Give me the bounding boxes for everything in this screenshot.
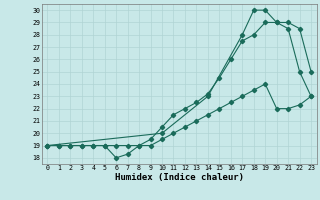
X-axis label: Humidex (Indice chaleur): Humidex (Indice chaleur): [115, 173, 244, 182]
